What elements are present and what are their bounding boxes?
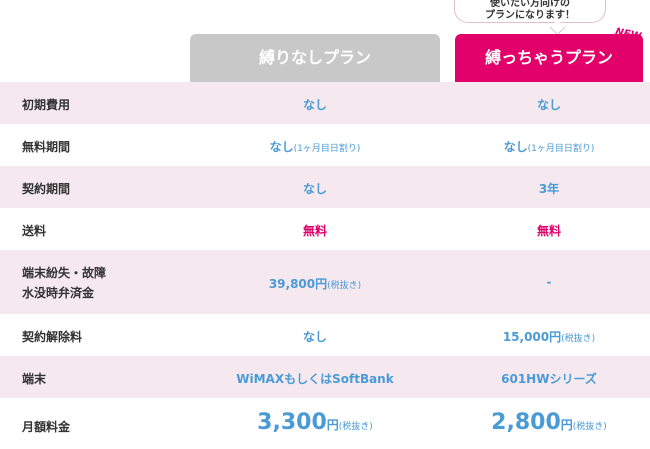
plan-a-header: 縛りなしプラン — [190, 34, 440, 82]
plan-a-device: WiMAXもしくはSoftBank — [236, 372, 394, 386]
plan-a-initial-cost: なし — [302, 98, 327, 112]
note: (1ヶ月目日割り) — [527, 144, 595, 154]
plan-a-monthly-fee: 3,300円(税抜き) — [190, 410, 440, 435]
plan-a-cancellation-fee: なし — [302, 330, 327, 344]
row-initial-cost: 初期費用 なし なし — [0, 82, 650, 124]
row-label: 月額料金 — [22, 420, 71, 434]
value: 39,800円 — [268, 277, 328, 291]
row-cancellation-fee: 契約解除料 なし 15,000円(税抜き) — [0, 314, 650, 356]
plan-b-shipping: 無料 — [536, 224, 561, 238]
row-label: 契約期間 — [22, 182, 71, 196]
row-label: 無料期間 — [22, 140, 71, 154]
recommendation-callout: 使いたい方向けの プランになります！ — [454, 0, 606, 23]
plan-a-free-period: なし(1ヶ月目日割り) — [190, 138, 440, 155]
row-label: 初期費用 — [22, 98, 71, 112]
plan-b-free-period: なし(1ヶ月目日割り) — [455, 138, 643, 155]
price: 3,300 — [257, 410, 327, 435]
note: (税抜き) — [338, 422, 373, 432]
row-device: 端末 WiMAXもしくはSoftBank 601HWシリーズ — [0, 356, 650, 398]
row-monthly-fee: 月額料金 3,300円(税抜き) 2,800円(税抜き) — [0, 398, 650, 449]
plan-a-shipping: 無料 — [302, 224, 327, 238]
plan-b-contract-period: 3年 — [538, 182, 560, 196]
note: (1ヶ月目日割り) — [293, 144, 361, 154]
row-shipping: 送料 無料 無料 — [0, 208, 650, 250]
row-label: 契約解除料 — [22, 330, 83, 344]
plan-b-header: 縛っちゃうプラン — [455, 34, 643, 82]
price: 2,800 — [491, 410, 561, 435]
row-label: 端末 — [22, 372, 47, 386]
row-label-line-2: 水没時弁済金 — [22, 286, 95, 300]
plan-a-loss-compensation: 39,800円(税抜き) — [190, 275, 440, 292]
row-label: 送料 — [22, 224, 47, 238]
plan-a-contract-period: なし — [302, 182, 327, 196]
value: 15,000円 — [502, 330, 562, 344]
callout-line-1: 使いたい方向けの — [490, 0, 570, 9]
plan-b-initial-cost: なし — [536, 98, 561, 112]
note: (税抜き) — [561, 334, 596, 344]
note: (税抜き) — [572, 422, 607, 432]
plan-b-monthly-fee: 2,800円(税抜き) — [455, 410, 643, 435]
row-loss-compensation: 端末紛失・故障 水没時弁済金 39,800円(税抜き) - — [0, 250, 650, 314]
plan-b-loss-compensation: - — [546, 275, 552, 289]
callout-line-2: プランになります！ — [485, 10, 575, 21]
plan-b-device: 601HWシリーズ — [501, 372, 597, 386]
value: なし — [269, 140, 294, 154]
row-free-period: 無料期間 なし(1ヶ月目日割り) なし(1ヶ月目日割り) — [0, 124, 650, 166]
row-contract-period: 契約期間 なし 3年 — [0, 166, 650, 208]
note: (税抜き) — [327, 281, 362, 291]
unit: 円 — [326, 418, 339, 432]
value: なし — [503, 140, 528, 154]
unit: 円 — [560, 418, 573, 432]
plan-b-cancellation-fee: 15,000円(税抜き) — [455, 328, 643, 345]
row-label-line-1: 端末紛失・故障 — [22, 266, 107, 280]
